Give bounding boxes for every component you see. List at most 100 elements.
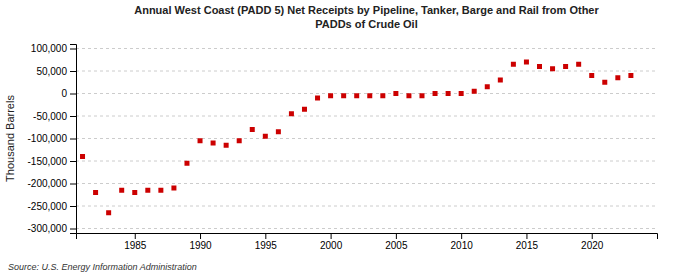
point [302, 107, 307, 112]
point [406, 93, 411, 98]
y-tick-mark [70, 229, 76, 230]
y-tick-mark [70, 184, 76, 185]
point [224, 143, 229, 148]
grid-line [76, 206, 657, 207]
y-tick-mark [70, 71, 76, 72]
x-tick: 2020 [581, 233, 604, 251]
point [184, 161, 189, 166]
y-tick: 100,000 [31, 43, 76, 54]
point [276, 129, 281, 134]
point [393, 91, 398, 96]
x-tick-label: 1990 [189, 240, 212, 251]
point [315, 96, 320, 101]
x-tick-mark [396, 233, 397, 239]
y-tick-label: 100,000 [31, 43, 68, 54]
x-tick: 2000 [320, 233, 343, 251]
point [119, 188, 124, 193]
grid-line [76, 183, 657, 184]
point [446, 91, 451, 96]
point [589, 73, 594, 78]
grid-line [76, 116, 657, 117]
title: Annual West Coast (PADD 5) Net Receipts … [134, 4, 599, 30]
point [459, 91, 464, 96]
point [524, 60, 529, 65]
y-tick: 50,000 [36, 66, 76, 77]
y-tick-mark [70, 94, 76, 95]
x-tick: 1995 [255, 233, 278, 251]
point [602, 80, 607, 85]
y-tick: -200,000 [28, 178, 76, 189]
grid-line [76, 93, 657, 94]
x-tick-mark [135, 233, 136, 239]
x-tick-label: 2015 [516, 240, 539, 251]
x-axis: 1985 1990 1995 2000 2005 2010 2015 2020 [77, 233, 658, 251]
x-tick-label: 2010 [451, 240, 474, 251]
y-tick: -250,000 [28, 201, 76, 212]
point [563, 64, 568, 69]
y-tick-mark [70, 116, 76, 117]
y-tick: -150,000 [28, 156, 76, 167]
point [419, 93, 424, 98]
y-tick-label: -200,000 [28, 178, 68, 189]
grid-line [76, 48, 657, 49]
x-tick: 2010 [451, 233, 474, 251]
y-tick-label: -300,000 [28, 223, 68, 234]
x-tick-label: 2000 [320, 240, 343, 251]
y-tick: -100,000 [28, 133, 76, 144]
marks [80, 60, 633, 216]
point [628, 73, 633, 78]
y-axis: -300,000 -250,000 -200,000 -150,000 -100,000… [28, 43, 77, 234]
point [550, 66, 555, 71]
x-tick: 2005 [385, 233, 408, 251]
x-tick: 2015 [516, 233, 539, 251]
point [511, 62, 516, 67]
point [158, 188, 163, 193]
x-tick-mark [526, 233, 527, 239]
x-tick-mark [592, 233, 593, 239]
y-axis-title: Thousand Barrels [4, 95, 16, 182]
point [380, 93, 385, 98]
point [237, 138, 242, 143]
x-axis-line [77, 234, 658, 240]
x-tick-label: 2005 [385, 240, 408, 251]
point [132, 190, 137, 195]
grid-line [76, 161, 657, 162]
point [485, 84, 490, 89]
point [576, 62, 581, 67]
point [106, 210, 111, 215]
grid-line [76, 71, 657, 72]
point [263, 134, 268, 139]
point [289, 111, 294, 116]
x-tick: 1990 [189, 233, 212, 251]
y-tick-mark [70, 206, 76, 207]
point [341, 93, 346, 98]
grid-line [76, 138, 657, 139]
point [472, 89, 477, 94]
point [433, 91, 438, 96]
x-tick-mark [461, 233, 462, 239]
y-tick-mark [70, 139, 76, 140]
point [615, 75, 620, 80]
point [145, 188, 150, 193]
point [250, 127, 255, 132]
x-tick-label: 1985 [124, 240, 147, 251]
point [93, 190, 98, 195]
y-tick-label: -150,000 [28, 156, 68, 167]
y-tick-label: -250,000 [28, 201, 68, 212]
point [80, 154, 85, 159]
point [537, 64, 542, 69]
grid [76, 49, 657, 229]
point [354, 93, 359, 98]
x-tick: 1985 [124, 233, 147, 251]
point [211, 141, 216, 146]
x-tick-mark [200, 233, 201, 239]
y-tick: -300,000 [28, 223, 76, 234]
y-tick: 0 [61, 88, 76, 99]
plot-area: 1985 1990 1995 2000 2005 2010 2015 2020 -300,000… [28, 43, 658, 251]
y-tick-label: 50,000 [36, 66, 67, 77]
point [498, 78, 503, 83]
point [171, 186, 176, 191]
y-tick-label: -50,000 [33, 111, 67, 122]
point [198, 138, 203, 143]
y-tick-mark [70, 49, 76, 50]
